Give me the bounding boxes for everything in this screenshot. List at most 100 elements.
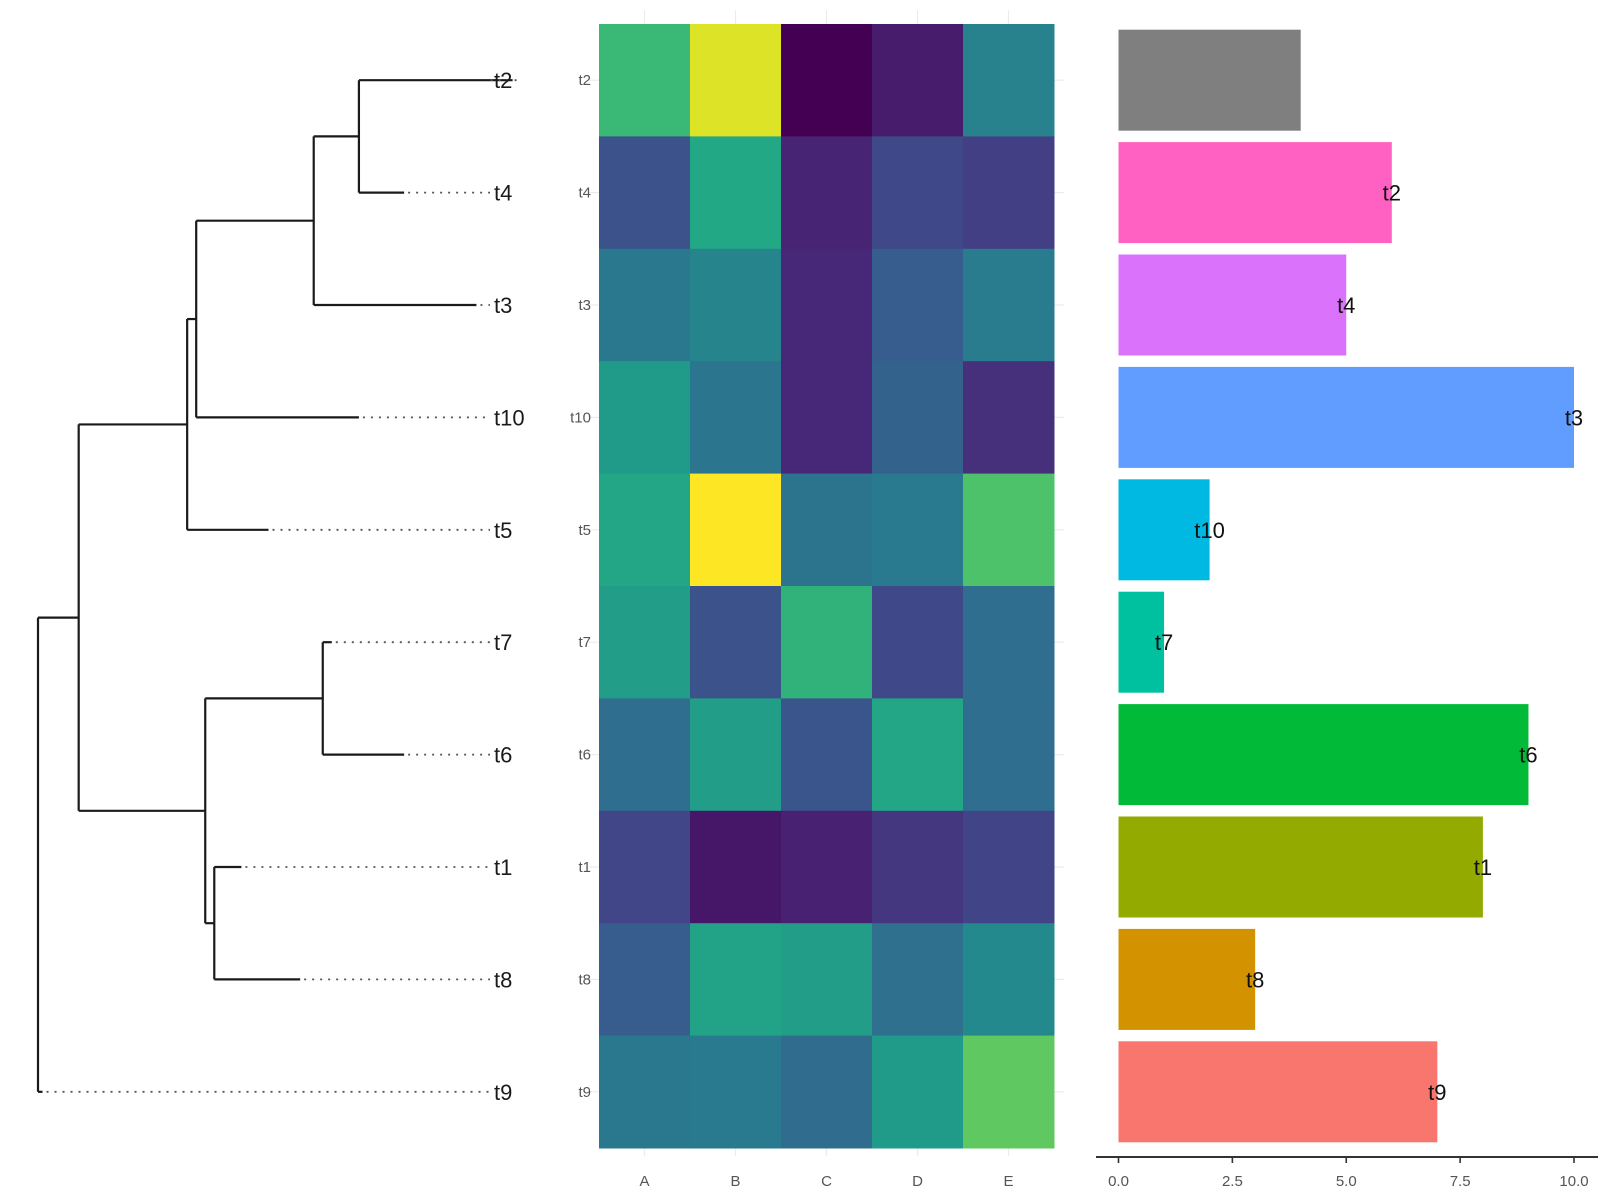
bar-label-t2: t2 bbox=[1383, 181, 1401, 206]
bar-t4 bbox=[1118, 142, 1392, 244]
bar-x-tick-label: 7.5 bbox=[1450, 1173, 1471, 1190]
tip-label-t10: t10 bbox=[494, 405, 525, 430]
bar-label-t9: t9 bbox=[1428, 1080, 1446, 1105]
heatmap-cell-t1-A bbox=[599, 810, 691, 924]
heatmap-cell-t9-D bbox=[872, 1035, 964, 1149]
heatmap-cell-t7-B bbox=[690, 586, 782, 699]
heatmap-cell-t8-C bbox=[781, 923, 873, 1037]
heatmap-cell-t4-A bbox=[599, 136, 691, 250]
tip-label-t5: t5 bbox=[494, 518, 512, 543]
heatmap-cell-t3-A bbox=[599, 248, 691, 362]
bar-x-tick-label: 2.5 bbox=[1222, 1173, 1243, 1190]
heatmap-cell-t6-C bbox=[781, 698, 873, 812]
heatmap-cell-t4-D bbox=[872, 136, 964, 250]
heatmap-row-label-t7: t7 bbox=[578, 634, 591, 651]
heatmap-cell-t10-E bbox=[963, 361, 1055, 475]
heatmap-row-label-t4: t4 bbox=[578, 185, 591, 202]
heatmap-col-label-C: C bbox=[821, 1173, 832, 1190]
tip-label-t7: t7 bbox=[494, 630, 512, 655]
heatmap-cell-t1-D bbox=[872, 810, 964, 924]
heatmap-cell-t10-D bbox=[872, 361, 964, 475]
bar-t9 bbox=[1118, 1041, 1438, 1143]
heatmap-cell-t1-B bbox=[690, 810, 782, 924]
heatmap-col-label-D: D bbox=[912, 1173, 923, 1190]
bar-label-t10: t10 bbox=[1194, 518, 1225, 543]
heatmap-cell-t9-A bbox=[599, 1035, 691, 1149]
heatmap-row-label-t10: t10 bbox=[570, 409, 591, 426]
heatmap-row-label-t6: t6 bbox=[578, 747, 591, 764]
heatmap-cell-t9-E bbox=[963, 1035, 1055, 1149]
heatmap-cell-t2-D bbox=[872, 24, 964, 137]
heatmap-cell-t1-C bbox=[781, 810, 873, 924]
bar-t1 bbox=[1118, 816, 1483, 918]
tip-label-t1: t1 bbox=[494, 855, 512, 880]
heatmap-cell-t4-B bbox=[690, 136, 782, 250]
heatmap-col-label-A: A bbox=[639, 1173, 649, 1190]
heatmap-cell-t5-E bbox=[963, 473, 1055, 587]
heatmap-cell-t2-A bbox=[599, 24, 691, 137]
bar-label-t8: t8 bbox=[1246, 967, 1264, 992]
heatmap-row-label-t3: t3 bbox=[578, 297, 591, 314]
bar-t2 bbox=[1118, 29, 1301, 131]
heatmap-cell-t8-B bbox=[690, 923, 782, 1037]
heatmap-cell-t4-C bbox=[781, 136, 873, 250]
heatmap-cell-t3-E bbox=[963, 248, 1055, 362]
heatmap-cell-t9-C bbox=[781, 1035, 873, 1149]
bar-chart-panel: t2 t4 t3 t10 t7 t6 t1 t8 t9 0.0 2.5 5.0 7.5 10.0 bbox=[1096, 29, 1598, 1190]
heatmap-cell-t6-B bbox=[690, 698, 782, 812]
heatmap-cell-t10-C bbox=[781, 361, 873, 475]
bar-label-t3: t3 bbox=[1565, 405, 1583, 430]
heatmap-row-label-t2: t2 bbox=[578, 72, 591, 89]
bar-x-tick-label: 5.0 bbox=[1336, 1173, 1357, 1190]
bar-x-tick-label: 0.0 bbox=[1108, 1173, 1129, 1190]
heatmap-cell-t2-E bbox=[963, 24, 1055, 137]
heatmap-cell-t4-E bbox=[963, 136, 1055, 250]
heatmap-cell-t6-A bbox=[599, 698, 691, 812]
heatmap-cell-t6-E bbox=[963, 698, 1055, 812]
bar-label-t7: t7 bbox=[1155, 630, 1173, 655]
bar-t8 bbox=[1118, 928, 1256, 1030]
bar-t5 bbox=[1118, 479, 1210, 581]
heatmap-cell-t1-E bbox=[963, 810, 1055, 924]
tip-label-t6: t6 bbox=[494, 743, 512, 768]
heatmap-cell-t5-C bbox=[781, 473, 873, 587]
bar-label-t1: t1 bbox=[1474, 855, 1492, 880]
heatmap-cell-t5-B bbox=[690, 473, 782, 587]
dendrogram-panel: t2 t4 t3 t10 t5 t7 t6 t1 t8 t9 bbox=[36, 68, 525, 1105]
heatmap-cell-t8-E bbox=[963, 923, 1055, 1037]
heatmap-cell-t10-A bbox=[599, 361, 691, 475]
bar-label-t6: t6 bbox=[1519, 743, 1537, 768]
heatmap-cell-t7-D bbox=[872, 586, 964, 699]
bar-label-t4: t4 bbox=[1337, 293, 1355, 318]
heatmap-cell-t2-C bbox=[781, 24, 873, 137]
heatmap-row-label-t8: t8 bbox=[578, 971, 591, 988]
heatmap-row-label-t9: t9 bbox=[578, 1084, 591, 1101]
bar-x-tick-label: 10.0 bbox=[1559, 1173, 1588, 1190]
heatmap-cell-t7-C bbox=[781, 586, 873, 699]
heatmap-row-label-t5: t5 bbox=[578, 522, 591, 539]
bar-t3 bbox=[1118, 254, 1347, 356]
heatmap-cell-t8-D bbox=[872, 923, 964, 1037]
heatmap-cell-t3-C bbox=[781, 248, 873, 362]
heatmap-cell-t5-A bbox=[599, 473, 691, 587]
heatmap-panel: t2 t4 t3 t10 t5 t7 t6 t1 t8 t9 A B C D E bbox=[570, 10, 1064, 1190]
tip-label-t2: t2 bbox=[494, 68, 512, 93]
heatmap-row-label-t1: t1 bbox=[578, 859, 591, 876]
heatmap-cell-t3-B bbox=[690, 248, 782, 362]
heatmap-col-label-B: B bbox=[730, 1173, 740, 1190]
bar-t7 bbox=[1118, 591, 1165, 693]
heatmap-cell-t6-D bbox=[872, 698, 964, 812]
bar-t10 bbox=[1118, 366, 1574, 468]
tip-label-t9: t9 bbox=[494, 1080, 512, 1105]
heatmap-cell-t2-B bbox=[690, 24, 782, 137]
heatmap-cell-t5-D bbox=[872, 473, 964, 587]
tip-label-t3: t3 bbox=[494, 293, 512, 318]
heatmap-cell-t7-A bbox=[599, 586, 691, 699]
bar-t6 bbox=[1118, 704, 1529, 806]
heatmap-cell-t10-B bbox=[690, 361, 782, 475]
heatmap-cell-t8-A bbox=[599, 923, 691, 1037]
tip-label-t8: t8 bbox=[494, 967, 512, 992]
heatmap-cell-t9-B bbox=[690, 1035, 782, 1149]
tip-label-t4: t4 bbox=[494, 181, 512, 206]
